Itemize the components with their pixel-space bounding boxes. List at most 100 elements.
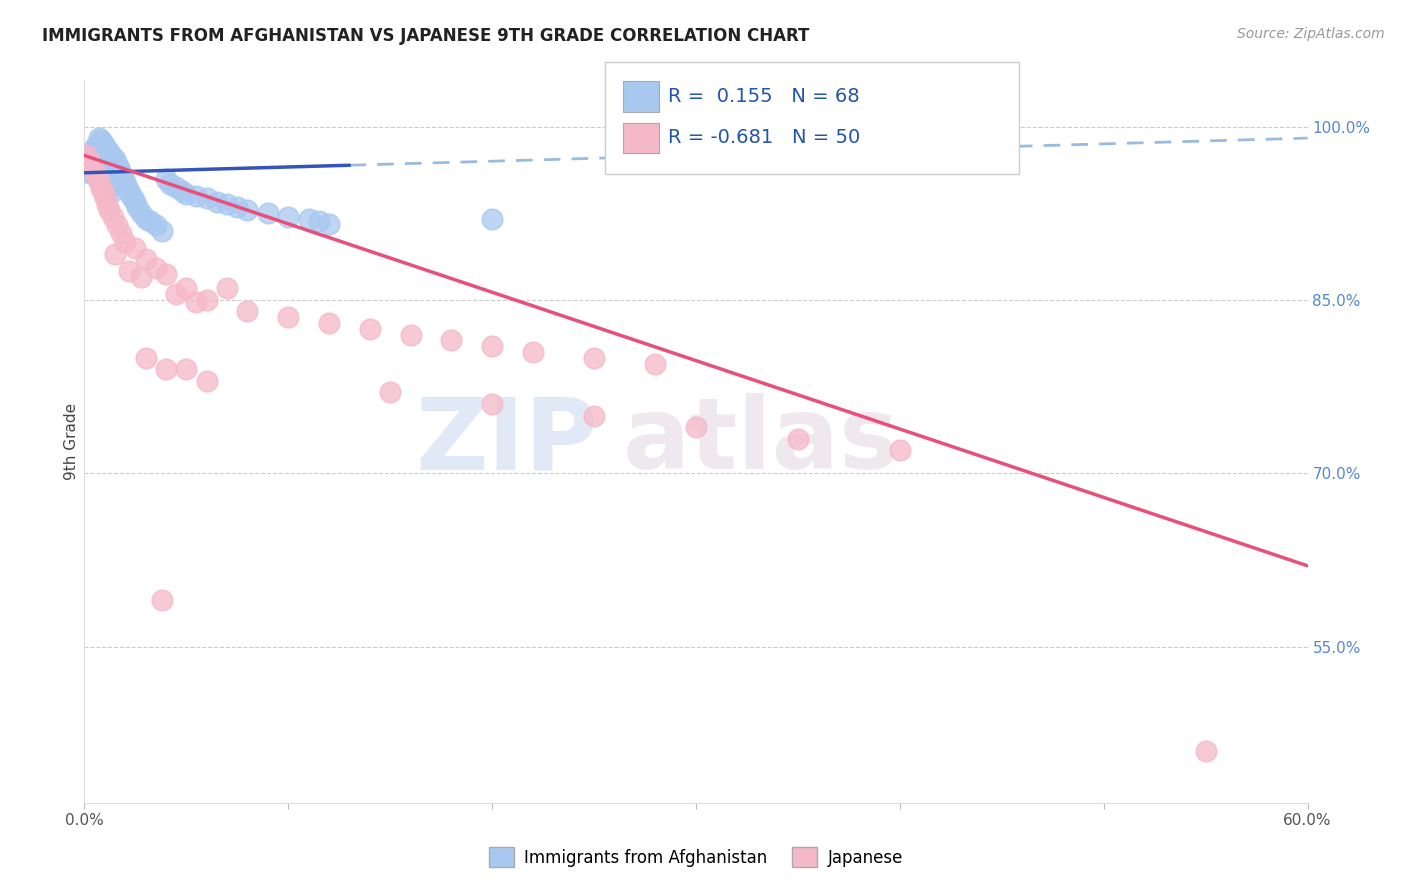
Point (257, 206, 280, 220)
Point (83, 168, 105, 182)
Point (105, 156, 128, 170)
Point (481, 397, 503, 411)
Point (108, 161, 131, 175)
Point (114, 235, 136, 249)
Point (79, 148, 101, 162)
Point (135, 351, 157, 365)
Point (165, 179, 187, 194)
Point (174, 186, 197, 201)
Point (787, 432, 810, 446)
Point (114, 175, 136, 189)
Point (205, 194, 228, 209)
Point (87, 131, 110, 145)
Point (195, 293, 218, 307)
Point (298, 212, 321, 227)
Point (87, 175, 110, 189)
Point (86, 150, 108, 164)
Point (174, 362, 197, 376)
Point (82, 160, 104, 174)
Point (124, 194, 146, 209)
Point (217, 281, 239, 295)
Point (318, 217, 340, 231)
Text: R = -0.681   N = 50: R = -0.681 N = 50 (668, 128, 860, 146)
Point (100, 148, 122, 162)
Point (150, 593, 173, 607)
Point (122, 191, 145, 205)
Text: atlas: atlas (623, 393, 900, 490)
Point (135, 212, 157, 227)
Point (101, 154, 124, 169)
Point (100, 179, 122, 194)
Point (380, 385, 402, 400)
Point (90, 181, 112, 195)
Point (82, 147, 104, 161)
Point (217, 197, 239, 211)
Point (481, 212, 503, 227)
Point (77, 152, 100, 166)
Point (97, 178, 120, 192)
Point (481, 339, 503, 353)
Text: R =  0.155   N = 68: R = 0.155 N = 68 (668, 87, 859, 105)
Point (86, 170, 108, 185)
Point (195, 191, 218, 205)
Point (145, 260, 167, 275)
Point (308, 214, 330, 228)
Point (359, 322, 381, 336)
Point (83, 166, 105, 180)
Point (155, 171, 177, 186)
Point (87, 170, 110, 185)
Point (186, 189, 208, 203)
Point (83, 140, 105, 154)
Point (90, 133, 112, 147)
Point (91, 186, 114, 200)
Point (174, 281, 197, 295)
Point (399, 327, 422, 342)
Point (522, 345, 544, 359)
Point (91, 136, 114, 150)
Point (91, 163, 114, 178)
Point (93, 168, 115, 182)
Point (93, 191, 115, 205)
Point (186, 295, 208, 310)
Point (75, 154, 97, 169)
Point (131, 206, 153, 220)
Point (277, 310, 299, 325)
Point (145, 218, 167, 232)
Point (82, 155, 104, 169)
Point (889, 443, 911, 458)
Point (83, 145, 105, 159)
Y-axis label: 9th Grade: 9th Grade (63, 403, 79, 480)
Legend: Immigrants from Afghanistan, Japanese: Immigrants from Afghanistan, Japanese (482, 840, 910, 874)
Point (1195, 744, 1218, 758)
Point (96, 197, 118, 211)
Point (104, 183, 127, 197)
Point (644, 357, 666, 371)
Point (172, 184, 194, 198)
Point (150, 223, 173, 237)
Point (79, 166, 101, 180)
Point (86, 136, 108, 151)
Point (79, 153, 101, 167)
Point (115, 179, 138, 194)
Point (118, 184, 141, 198)
Point (118, 264, 141, 278)
Point (155, 362, 177, 376)
Point (112, 170, 135, 185)
Point (101, 210, 124, 224)
Point (685, 420, 707, 434)
Point (195, 374, 218, 388)
Point (110, 226, 132, 240)
Point (90, 160, 112, 174)
Point (583, 351, 606, 365)
Point (583, 409, 606, 423)
Point (226, 201, 249, 215)
Point (105, 218, 128, 232)
Point (104, 246, 127, 260)
Point (440, 334, 463, 348)
Point (97, 202, 120, 217)
Point (159, 178, 181, 192)
Point (135, 252, 157, 267)
Point (79, 156, 101, 170)
Text: ZIP: ZIP (415, 393, 598, 490)
Text: IMMIGRANTS FROM AFGHANISTAN VS JAPANESE 9TH GRADE CORRELATION CHART: IMMIGRANTS FROM AFGHANISTAN VS JAPANESE … (42, 27, 810, 45)
